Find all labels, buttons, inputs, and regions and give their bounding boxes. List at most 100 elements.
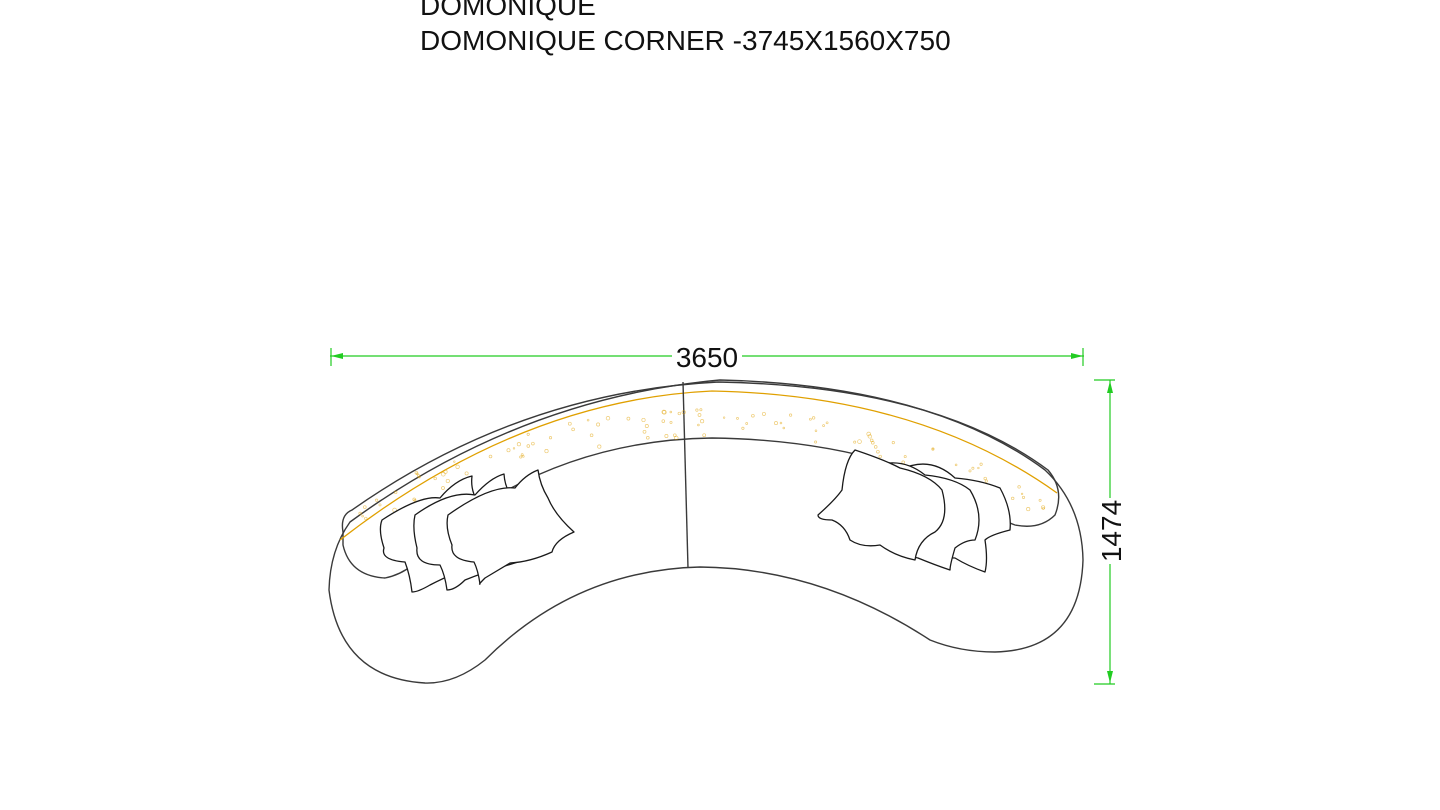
fabric-speck (455, 464, 460, 469)
fabric-speck (1038, 498, 1042, 502)
depth-dimension-label: 1474 (1096, 500, 1127, 562)
fabric-speck (363, 505, 367, 509)
fabric-speck (626, 416, 631, 421)
fabric-speck (375, 498, 379, 502)
width-arrow-left (331, 353, 343, 359)
fabric-speck (1021, 495, 1026, 499)
fabric-speck (415, 472, 419, 476)
fabric-speck (741, 426, 745, 430)
fabric-speck (641, 417, 646, 423)
fabric-speck (441, 486, 445, 490)
fabric-speck (519, 455, 523, 459)
depth-arrow-bottom (1107, 671, 1113, 683)
fabric-speck (871, 441, 875, 445)
fabric-speck (358, 511, 362, 516)
fabric-speck (1017, 485, 1021, 489)
fabric-speck (681, 410, 686, 415)
fabric-speck (983, 476, 987, 481)
fabric-speck (586, 418, 590, 422)
fabric-speck (751, 413, 755, 418)
sofa-outer-outline (328, 379, 1084, 684)
fabric-speck (722, 416, 726, 419)
fabric-speck (394, 490, 398, 495)
fabric-speck (1011, 496, 1015, 501)
pillow-left-3 (446, 469, 575, 585)
depth-dimension: 1474 (1094, 379, 1127, 685)
fabric-speck (522, 455, 525, 458)
fabric-speck (669, 420, 673, 424)
fabric-speck (878, 454, 882, 459)
fabric-speck (1020, 492, 1024, 496)
left-pillow-group (379, 469, 575, 593)
drawing-title-block: DOMONIQUE DOMONIQUE CORNER -3745X1560X75… (420, 0, 951, 58)
seat-divider-line (682, 381, 689, 569)
fabric-speck (697, 423, 700, 427)
fabric-speck (464, 471, 469, 476)
fabric-speck (488, 454, 493, 459)
fabric-speck (782, 426, 786, 430)
pillow-right-1 (817, 449, 946, 561)
fabric-speck (512, 447, 516, 450)
fabric-speck (814, 440, 818, 444)
fabric-speck (526, 444, 531, 448)
fabric-speck (825, 421, 829, 425)
fabric-speck (891, 441, 895, 445)
fabric-speck (596, 422, 601, 427)
fabric-speck (822, 424, 825, 427)
width-dimension: 3650 (330, 340, 1084, 373)
fabric-speck (779, 421, 783, 425)
fabric-speck (664, 434, 669, 438)
fabric-speck (548, 436, 553, 440)
fabric-speck (745, 422, 749, 425)
fabric-speck (433, 476, 437, 481)
fabric-speck (699, 408, 703, 412)
fabric-speck (567, 421, 572, 426)
product-spec: DOMONIQUE CORNER -3745X1560X750 (420, 25, 951, 56)
fabric-texture (358, 408, 1046, 521)
fabric-speck (661, 409, 667, 415)
fabric-speck (1026, 507, 1031, 512)
fabric-speck (761, 411, 766, 416)
fabric-speck (697, 413, 702, 417)
fabric-speck (544, 449, 549, 454)
backrest-accent-line (339, 390, 1058, 541)
width-label-bg (672, 340, 742, 368)
fabric-speck (774, 421, 778, 426)
fabric-speck (674, 435, 679, 441)
fabric-speck (931, 447, 935, 451)
width-arrow-right (1071, 353, 1083, 359)
fabric-speck (646, 436, 650, 440)
fabric-speck (809, 417, 812, 421)
fabric-speck (984, 479, 988, 483)
fabric-speck (971, 466, 975, 470)
fabric-speck (506, 448, 511, 453)
product-name: DOMONIQUE (420, 0, 596, 21)
fabric-speck (853, 440, 857, 444)
fabric-speck (441, 471, 446, 477)
fabric-speck (516, 442, 521, 447)
fabric-speck (589, 433, 594, 438)
fabric-speck (811, 416, 816, 420)
fabric-speck (364, 516, 368, 521)
fabric-speck (977, 466, 980, 470)
fabric-speck (605, 416, 611, 421)
fabric-speck (443, 469, 448, 474)
fabric-speck (968, 469, 972, 473)
fabric-speck (866, 431, 871, 437)
fabric-speck (903, 455, 907, 459)
fabric-speck (876, 449, 880, 454)
fabric-speck (702, 433, 707, 438)
fabric-speck (361, 514, 364, 518)
fabric-speck (531, 441, 535, 446)
fabric-speck (789, 413, 793, 417)
width-dimension-label: 3650 (676, 342, 738, 373)
fabric-speck (642, 429, 647, 434)
right-pillow-group (817, 449, 1011, 573)
fabric-speck (669, 410, 673, 414)
fabric-speck (520, 453, 524, 456)
fabric-speck (700, 419, 705, 424)
fabric-speck (526, 432, 530, 436)
fabric-speck (418, 475, 421, 479)
depth-arrow-top (1107, 381, 1113, 393)
